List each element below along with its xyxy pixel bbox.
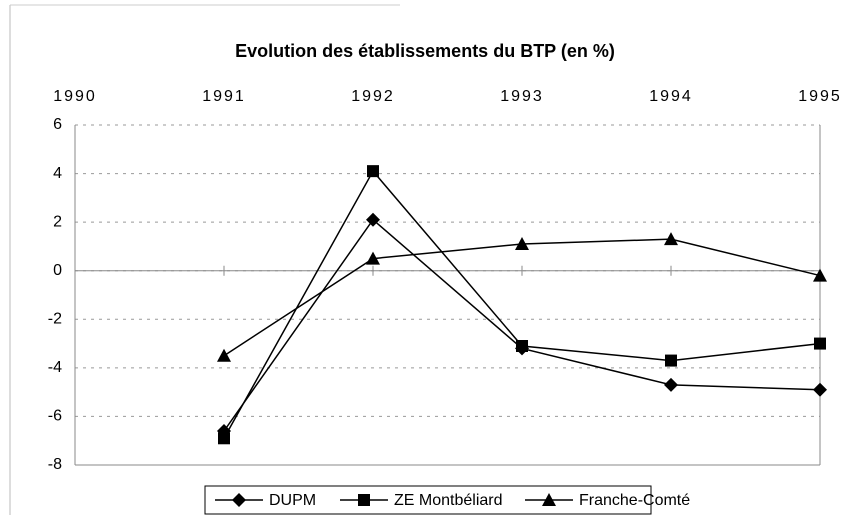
y-tick-label: -6	[48, 408, 62, 425]
y-tick-label: -4	[48, 359, 62, 376]
legend-box	[204, 485, 652, 515]
marker	[217, 348, 231, 362]
marker	[366, 251, 380, 265]
marker	[542, 493, 556, 506]
x-tick-label: 1994	[649, 88, 693, 105]
x-tick-label: 1992	[351, 88, 395, 105]
x-tick-label: 1990	[53, 88, 97, 105]
marker	[232, 493, 246, 507]
marker	[366, 212, 380, 227]
marker	[813, 382, 827, 397]
y-tick-label: 4	[53, 165, 62, 182]
legend-label: Franche-Comté	[579, 492, 690, 509]
y-tick-label: 0	[53, 262, 62, 279]
marker	[814, 337, 826, 350]
y-tick-label: 2	[53, 213, 62, 230]
series-line	[223, 238, 821, 357]
x-tick-label: 1991	[202, 88, 246, 105]
marker	[516, 340, 528, 352]
marker	[218, 432, 230, 445]
marker	[367, 165, 379, 178]
chart-title: Evolution des établissements du BTP (en …	[235, 41, 615, 61]
marker	[515, 237, 529, 250]
series-line	[223, 218, 821, 432]
y-tick-label: -8	[48, 456, 62, 473]
y-tick-label: 6	[53, 116, 62, 133]
marker	[665, 354, 677, 367]
marker	[664, 377, 678, 392]
legend-label: ZE Montbéliard	[394, 492, 503, 509]
marker	[813, 268, 827, 282]
marker	[664, 232, 678, 246]
marker	[358, 494, 370, 506]
x-tick-label: 1993	[500, 88, 544, 105]
legend-label: DUPM	[269, 492, 316, 509]
y-tick-label: -2	[48, 311, 62, 328]
x-tick-label: 1995	[798, 88, 842, 105]
